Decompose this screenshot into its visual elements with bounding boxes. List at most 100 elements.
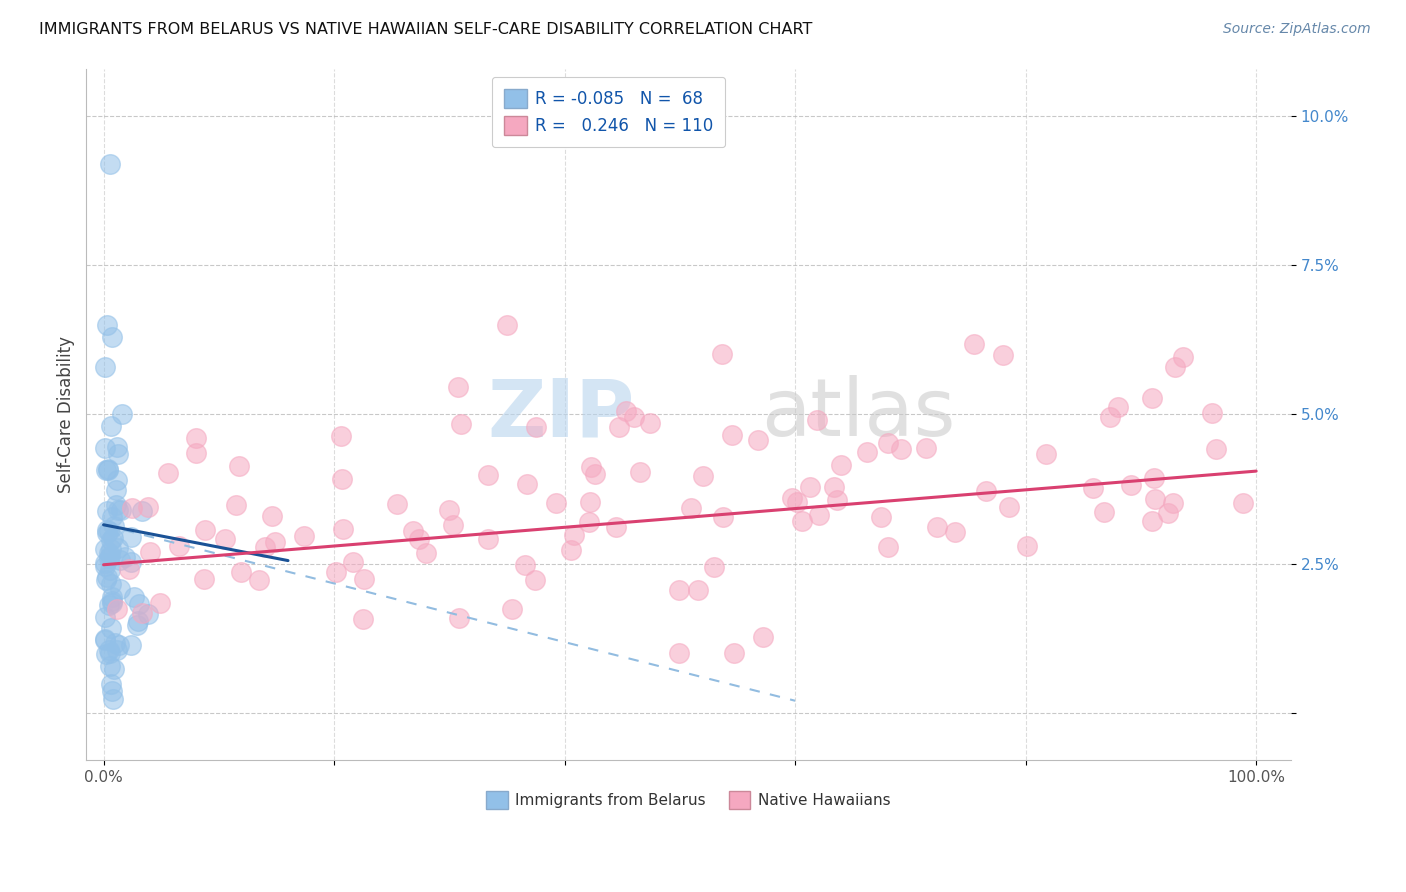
Point [98,646,121,660]
Point [114,549,136,564]
Point [93,609,115,624]
Point [97,463,120,477]
Text: IMMIGRANTS FROM BELARUS VS NATIVE HAWAIIAN SELF-CARE DISABILITY CORRELATION CHAR: IMMIGRANTS FROM BELARUS VS NATIVE HAWAII… [39,22,813,37]
Point [98,659,121,673]
Point [1092,505,1115,519]
Point [98,524,121,538]
Point [104,635,127,649]
Point [136,607,159,621]
Point [1140,391,1163,405]
Point [101,590,124,604]
Point [128,597,150,611]
Point [93,632,115,647]
Point [93,556,115,570]
Point [408,532,430,546]
Point [100,330,122,344]
Point [780,491,803,505]
Point [823,480,845,494]
Point [332,522,354,536]
Point [562,528,585,542]
Point [101,691,124,706]
Point [437,503,460,517]
Point [402,524,425,538]
Point [253,540,276,554]
Point [585,467,607,482]
Point [94,463,117,477]
Point [974,484,997,499]
Point [668,583,690,598]
Point [415,545,437,559]
Point [136,500,159,515]
Point [149,596,172,610]
Point [1107,400,1129,414]
Point [97,546,120,560]
Point [747,433,769,447]
Point [125,618,148,632]
Point [943,524,966,539]
Point [711,347,734,361]
Point [387,497,409,511]
Text: Source: ZipAtlas.com: Source: ZipAtlas.com [1223,22,1371,37]
Point [120,639,142,653]
Point [110,582,132,596]
Point [1140,515,1163,529]
Point [877,540,900,554]
Point [93,441,115,455]
Point [1171,350,1194,364]
Point [998,500,1021,515]
Point [131,504,153,518]
Point [450,417,472,431]
Point [546,496,568,510]
Point [100,577,122,591]
Point [100,621,122,635]
Point [607,420,630,434]
Point [786,495,808,509]
Point [330,472,353,486]
Point [806,412,828,426]
Point [579,460,602,475]
Point [100,419,122,434]
Text: atlas: atlas [761,376,955,453]
Point [100,533,122,547]
Point [118,562,141,576]
Point [97,550,120,565]
Point [105,642,128,657]
Point [184,431,207,445]
Point [790,514,813,528]
Point [353,572,375,586]
Point [692,469,714,483]
Point [103,662,125,676]
Point [914,441,936,455]
Point [156,466,179,480]
Point [247,573,270,587]
Point [477,467,499,482]
Point [120,555,142,569]
Point [108,638,131,652]
Point [447,379,470,393]
Point [447,610,470,624]
Point [124,590,146,604]
Point [96,504,118,518]
Point [292,528,315,542]
Point [105,473,128,487]
Point [352,612,374,626]
Point [925,520,948,534]
Point [560,543,582,558]
Point [103,519,125,533]
Point [97,642,120,657]
Point [105,602,128,616]
Point [991,348,1014,362]
Point [98,157,121,171]
Y-axis label: Self-Care Disability: Self-Care Disability [58,336,75,493]
Point [96,647,118,661]
Point [96,523,118,537]
Point [579,495,602,509]
Point [1121,478,1143,492]
Point [108,553,131,567]
Point [101,596,124,610]
Point [107,447,129,461]
Point [214,532,236,546]
Point [523,573,546,587]
Point [127,614,149,628]
Point [93,359,115,374]
